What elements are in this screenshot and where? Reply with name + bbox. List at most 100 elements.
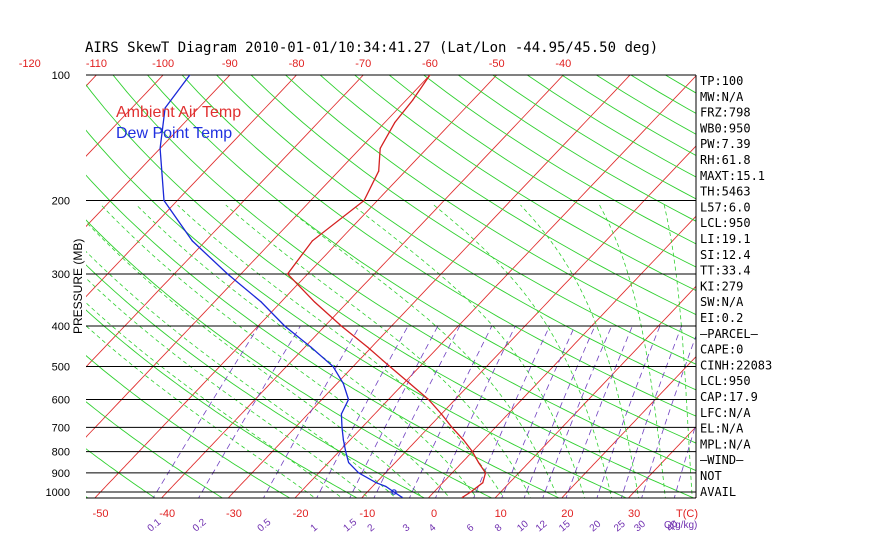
profile-point: [378, 170, 380, 172]
pressure-tick-label: 500: [52, 361, 70, 373]
pressure-tick-label: 800: [52, 447, 70, 459]
mixing-ratio-line: [434, 325, 516, 498]
stability-index-item: EL:N/A: [700, 422, 744, 436]
top-temperature-tick-label: -70: [355, 58, 371, 70]
isotherm-line: [758, 75, 870, 503]
legend: Ambient Air Temp Dew Point Temp: [116, 104, 241, 142]
stability-index-item: NOT: [700, 469, 722, 483]
isotherm-line: [427, 215, 696, 498]
mixing-ratio-line: [542, 325, 612, 498]
profile-point: [341, 426, 343, 428]
stability-index-item: LCL:950: [700, 216, 751, 230]
mixing-ratio-line: [316, 325, 409, 498]
temperature-tick-label: 20: [561, 508, 573, 520]
stability-index-item: SW:N/A: [700, 295, 744, 309]
profile-point: [163, 199, 165, 202]
top-temperature-tick-label: -80: [289, 58, 305, 70]
moist-adiabat-line: [100, 204, 451, 498]
stability-index-item: EI:0.2: [700, 311, 743, 325]
mixing-ratio-line: [198, 325, 301, 498]
profile-point: [363, 199, 365, 202]
stability-index-item: RH:61.8: [700, 153, 751, 167]
mixing-ratio-label: 15: [557, 518, 573, 534]
moist-adiabat-line: [86, 250, 397, 498]
moist-adiabat-line: [86, 277, 370, 498]
moist-adiabat-line: [352, 204, 586, 498]
mixing-ratio-label: 30: [632, 518, 648, 534]
mixing-ratio-line: [152, 325, 260, 498]
profile-point: [393, 491, 395, 493]
stability-index-item: KI:279: [700, 279, 743, 293]
moist-adiabat-line: [86, 221, 424, 498]
temperature-tick-label: 30: [628, 508, 640, 520]
dry-adiabat-line: [250, 75, 696, 365]
mixing-ratio-line: [596, 325, 661, 498]
dry-adiabat-line: [147, 75, 696, 444]
dry-adiabat-line: [216, 75, 696, 391]
dry-adiabat-line: [458, 75, 696, 222]
stability-index-item: TP:100: [700, 74, 743, 88]
pressure-tick-label: 400: [52, 321, 70, 333]
profile-point: [394, 121, 396, 124]
pressure-tick-label: 600: [52, 394, 70, 406]
dry-adiabat-line: [112, 75, 696, 472]
moist-adiabat-line: [86, 325, 316, 498]
pressure-tick-label: 900: [52, 468, 70, 480]
mixing-ratio-label: 20: [588, 518, 604, 534]
top-temperature-tick-label: -90: [222, 58, 238, 70]
dry-adiabat-line: [388, 75, 696, 268]
moist-adiabat-line: [86, 302, 343, 498]
profile-point: [462, 439, 465, 441]
legend-item-dew-point-temp: Dew Point Temp: [116, 125, 232, 142]
stability-index-item: CAPE:0: [700, 343, 743, 357]
mixing-ratio-unit-label: Q(g/kg): [664, 520, 697, 531]
profile-point: [332, 365, 334, 368]
dry-adiabat-line: [181, 75, 696, 417]
profile-point: [367, 346, 369, 348]
profile-point: [484, 472, 487, 474]
pressure-tick-label: 700: [52, 422, 70, 434]
profile-point: [287, 273, 289, 275]
legend-item-ambient-air-temp: Ambient Air Temp: [116, 104, 241, 121]
temperature-tick-label: 10: [495, 508, 507, 520]
moist-adiabat-line: [663, 204, 693, 498]
profile-point: [347, 398, 350, 401]
mixing-ratio-line: [565, 325, 633, 498]
top-temperature-tick-label: -40: [555, 58, 571, 70]
isotherm-line: [86, 75, 364, 368]
axis-lines: [86, 74, 697, 499]
mixing-ratio-label: 8: [493, 522, 505, 534]
pressure-tick-label: 100: [52, 70, 70, 82]
mixing-ratio-label: 2: [366, 522, 378, 534]
stability-index-item: WB0:950: [700, 121, 751, 135]
profile-point: [427, 398, 430, 401]
stability-index-item: AVAIL: [700, 485, 736, 499]
mixing-ratio-line: [408, 325, 493, 498]
mixing-ratio-label: 12: [534, 518, 550, 534]
profile-point: [401, 496, 403, 498]
mixing-ratio-line: [473, 325, 550, 498]
profile-point: [227, 273, 229, 275]
stability-index-item: CAP:17.9: [700, 390, 758, 404]
profile-point: [159, 147, 161, 149]
moist-adiabat-line: [599, 204, 666, 498]
stability-index-item: MAXT:15.1: [700, 169, 765, 183]
dry-adiabat-line: [492, 75, 696, 200]
stability-index-item: MW:N/A: [700, 90, 744, 104]
temperature-tick-label: -30: [226, 508, 242, 520]
surface-dewpoint-marker: [391, 489, 397, 495]
profile-point: [340, 413, 342, 415]
dry-adiabat-line: [354, 75, 696, 292]
profile-point: [409, 383, 411, 385]
dry-adiabat-line: [319, 75, 696, 316]
profile-lines: [159, 75, 487, 498]
top-temperature-tick-label: -50: [489, 58, 505, 70]
mixing-ratio-label: 1: [309, 522, 321, 534]
isotherm-line: [294, 75, 696, 498]
profile-point: [412, 99, 414, 101]
profile-point: [313, 301, 316, 303]
pressure-tick-label: 300: [52, 269, 70, 281]
mixing-ratio-line: [620, 325, 682, 498]
stability-index-item: LI:19.1: [700, 232, 751, 246]
